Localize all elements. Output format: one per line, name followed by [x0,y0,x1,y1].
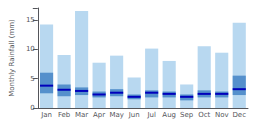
svg-text:Feb: Feb [58,111,71,119]
svg-text:Aug: Aug [162,111,176,119]
svg-text:Mar: Mar [75,111,88,119]
svg-text:15: 15 [26,16,35,24]
svg-text:Apr: Apr [93,111,105,119]
svg-text:May: May [109,111,123,119]
svg-text:Oct: Oct [198,111,210,119]
svg-text:Jan: Jan [40,111,52,119]
svg-text:0: 0 [30,104,34,112]
svg-text:10: 10 [26,45,35,53]
svg-text:5: 5 [30,75,34,83]
svg-text:Monthly Rainfall (mm): Monthly Rainfall (mm) [8,19,16,97]
svg-text:Jul: Jul [146,111,156,119]
svg-text:Nov: Nov [215,111,229,119]
svg-text:Sep: Sep [180,111,194,119]
svg-text:Dec: Dec [232,111,246,119]
svg-text:Jun: Jun [128,111,140,119]
